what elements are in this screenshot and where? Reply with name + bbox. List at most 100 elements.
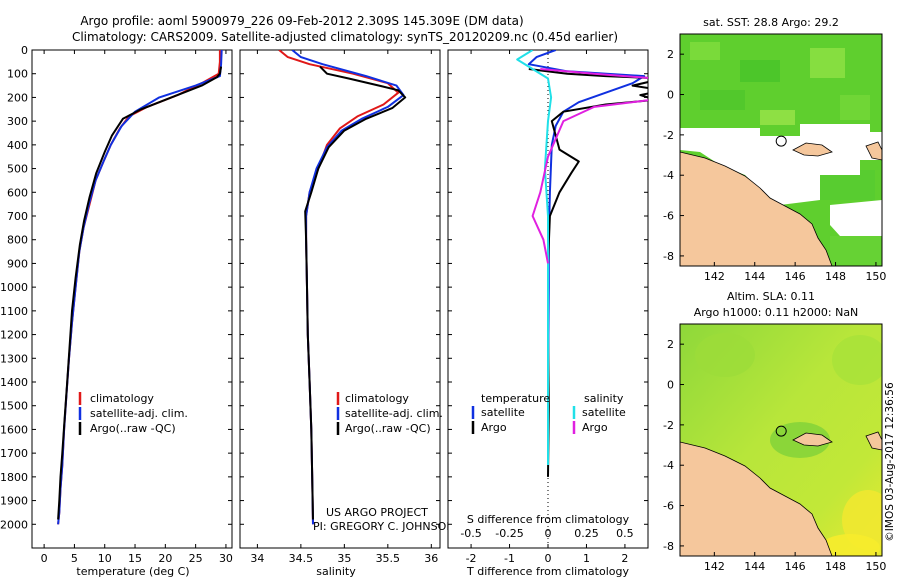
depth-tick-label: 1800 (0, 471, 28, 484)
sla-map-field (680, 324, 882, 556)
depth-tick-label: 0 (21, 44, 28, 57)
legend-label-satellite: satellite-adj. clim. (345, 407, 443, 420)
s-diff-tick-label: -0.25 (495, 527, 523, 540)
x-tick-label: 20 (158, 552, 172, 565)
s-diff-tick-label: 0.25 (574, 527, 599, 540)
lon-tick-label: 148 (825, 270, 846, 283)
sst-patch (830, 236, 882, 266)
lon-tick-label: 146 (785, 270, 806, 283)
sla-map-frame (679, 323, 883, 557)
legend-label-climatology: climatology (345, 392, 409, 405)
sla-map-lon-ticks: 142 144 146 148 150 (704, 552, 886, 573)
sst-cloud-gap (680, 124, 882, 205)
temperature-x-ticks: 0 5 10 15 20 25 30 (41, 50, 233, 565)
temperature-x-label: temperature (deg C) (76, 565, 189, 578)
lat-tick-label: 2 (667, 338, 674, 351)
lat-tick-label: 0 (667, 379, 674, 392)
depth-tick-label: 1300 (0, 352, 28, 365)
lon-tick-label: 142 (704, 560, 725, 573)
x-tick-label: 0 (545, 552, 552, 565)
sla-map-subtitle: Argo h1000: 0.11 h2000: NaN (694, 306, 859, 319)
sla-patch (695, 333, 755, 377)
x-tick-label: 15 (128, 552, 142, 565)
lat-tick-label: 0 (667, 89, 674, 102)
lon-tick-label: 146 (785, 560, 806, 573)
sla-map-title: Altim. SLA: 0.11 (727, 290, 815, 303)
sla-map-panel: Altim. SLA: 0.11 Argo h1000: 0.11 h2000:… (663, 290, 886, 573)
lon-tick-label: 150 (865, 560, 886, 573)
s-difference-label: S difference from climatology (467, 513, 630, 526)
figure-title-line1: Argo profile: aoml 5900979_226 09-Feb-20… (80, 14, 523, 28)
x-tick-label: 34.5 (289, 552, 314, 565)
lat-tick-label: -2 (663, 129, 674, 142)
sst-map-panel: sat. SST: 28.8 Argo: 29.2 2 0 -2 -4 -6 -8 142… (663, 16, 886, 283)
x-tick-label: 35 (337, 552, 351, 565)
legend-label-t-satellite: satellite (481, 406, 525, 419)
s-diff-tick-label: 0.5 (616, 527, 634, 540)
depth-tick-label: 1600 (0, 423, 28, 436)
x-tick-label: -2 (466, 552, 477, 565)
depth-tick-label: 2000 (0, 518, 28, 531)
depth-tick-label: 1700 (0, 447, 28, 460)
x-tick-label: -1 (504, 552, 515, 565)
sst-land-new-guinea (680, 151, 833, 266)
x-tick-label: 1 (583, 552, 590, 565)
lat-tick-label: -4 (663, 459, 674, 472)
sst-map-lon-ticks: 142 144 146 148 150 (704, 262, 886, 283)
sst-patch (690, 42, 720, 60)
depth-tick-label: 700 (7, 210, 28, 223)
sst-island (865, 141, 882, 161)
salinity-x-ticks: 34 34.5 35 35.5 36 (250, 50, 438, 565)
depth-tick-label: 600 (7, 186, 28, 199)
x-tick-label: 10 (98, 552, 112, 565)
s-difference-tick-labels: -0.5 -0.25 0 0.25 0.5 (460, 527, 633, 540)
sst-patch (840, 95, 870, 120)
sst-map-field (680, 34, 882, 266)
salinity-legend: climatology satellite-adj. clim. Argo(..… (336, 392, 443, 435)
figure-title-line2: Climatology: CARS2009. Satellite-adjuste… (72, 30, 618, 44)
sla-patch (832, 335, 882, 385)
series-line-salinity-argo (531, 68, 648, 264)
lat-tick-label: -6 (663, 210, 674, 223)
difference-x-ticks: -2 -1 0 1 2 (466, 50, 628, 565)
lat-tick-label: -4 (663, 169, 674, 182)
legend-label-climatology: climatology (90, 392, 154, 405)
series-line-argo-raw-qc- (304, 65, 407, 520)
s-diff-tick-label: 0 (545, 527, 552, 540)
temperature-legend: climatology satellite-adj. clim. Argo(..… (78, 392, 188, 435)
imos-timestamp: ©IMOS 03-Aug-2017 12:36:56 (884, 382, 896, 542)
series-line-argo-raw-qc- (57, 66, 223, 520)
sst-map-title: sat. SST: 28.8 Argo: 29.2 (703, 16, 839, 29)
depth-tick-label: 100 (7, 68, 28, 81)
project-annotation-line1: US ARGO PROJECT (326, 506, 428, 519)
legend-title-temperature: temperature (481, 392, 550, 405)
difference-panel: -2 -1 0 1 2 S difference from climatology -0… (447, 49, 649, 578)
x-tick-label: 25 (189, 552, 203, 565)
depth-tick-label: 1200 (0, 329, 28, 342)
sst-island (792, 142, 833, 157)
temperature-series (57, 50, 223, 525)
lat-tick-label: -6 (663, 500, 674, 513)
depth-tick-label: 1000 (0, 281, 28, 294)
difference-series (516, 50, 648, 477)
lon-tick-label: 148 (825, 560, 846, 573)
sla-land-new-guinea (680, 441, 833, 556)
x-tick-label: 30 (219, 552, 233, 565)
lon-tick-label: 144 (744, 560, 765, 573)
argo-float-marker (775, 135, 787, 147)
legend-label-argo: Argo(..raw -QC) (90, 422, 176, 435)
legend-label-satellite: satellite-adj. clim. (90, 407, 188, 420)
lat-tick-label: -8 (663, 250, 674, 263)
argo-float-marker (775, 425, 787, 437)
depth-tick-label: 500 (7, 163, 28, 176)
x-tick-label: 5 (71, 552, 78, 565)
s-diff-tick-label: -0.5 (460, 527, 481, 540)
legend-label-s-argo: Argo (582, 421, 608, 434)
sst-cloud-gap (830, 200, 882, 236)
depth-tick-label: 1100 (0, 305, 28, 318)
depth-tick-label: 200 (7, 91, 28, 104)
lat-tick-label: -8 (663, 540, 674, 553)
sst-patch (740, 60, 780, 82)
depth-tick-label: 1500 (0, 400, 28, 413)
